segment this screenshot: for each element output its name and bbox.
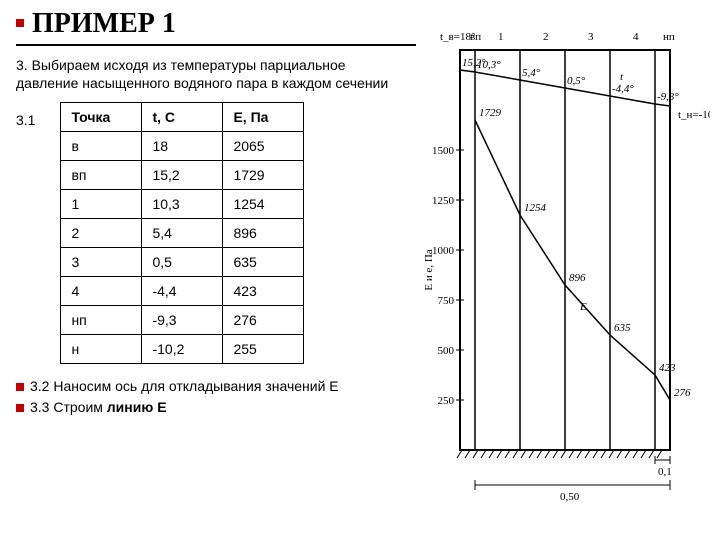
table-cell: -9,3: [142, 306, 223, 335]
table-cell: 2: [61, 219, 142, 248]
table-cell: нп: [61, 306, 142, 335]
svg-text:276: 276: [674, 387, 691, 399]
table-cell: в: [61, 132, 142, 161]
table-cell: 0,5: [142, 248, 223, 277]
table-cell: 4: [61, 277, 142, 306]
svg-text:1: 1: [498, 31, 504, 43]
table-cell: -4,4: [142, 277, 223, 306]
bottom-dimensions: 0,1 0,50: [457, 450, 672, 503]
table-cell: 5,4: [142, 219, 223, 248]
table-cell: 18: [142, 132, 223, 161]
table-cell: 635: [223, 248, 304, 277]
tn-label: t_н=-10,2°: [678, 109, 710, 121]
np-label: нп: [663, 31, 675, 43]
table-row: вп15,21729: [61, 161, 304, 190]
subsection-label: 3.1: [16, 102, 56, 128]
table-cell: -10,2: [142, 335, 223, 364]
svg-text:-9,3°: -9,3°: [657, 91, 679, 103]
table-header-row: Точка t, C Е, Па: [61, 103, 304, 132]
svg-text:1000: 1000: [432, 245, 455, 257]
table-cell: 10,3: [142, 190, 223, 219]
t-curve-label: t: [620, 71, 624, 83]
svg-text:2: 2: [543, 31, 549, 43]
svg-text:250: 250: [438, 395, 455, 407]
table-cell: 423: [223, 277, 304, 306]
svg-text:1250: 1250: [432, 195, 455, 207]
table-header: Точка: [61, 103, 142, 132]
table-row: нп-9,3276: [61, 306, 304, 335]
svg-text:1254: 1254: [524, 202, 547, 214]
table-row: н-10,2255: [61, 335, 304, 364]
title-container: ПРИМЕР 1: [16, 8, 416, 46]
intro-text: 3. Выбираем исходя из температуры парциа…: [16, 56, 396, 92]
table-row: 110,31254: [61, 190, 304, 219]
table-row: в182065: [61, 132, 304, 161]
table-cell: н: [61, 335, 142, 364]
table-cell: 2065: [223, 132, 304, 161]
bullet-icon: [16, 404, 24, 412]
svg-text:500: 500: [438, 345, 455, 357]
data-table: Точка t, C Е, Па в182065вп15,21729110,31…: [60, 102, 304, 364]
svg-text:10,3°: 10,3°: [477, 59, 501, 71]
table-header: Е, Па: [223, 103, 304, 132]
table-header: t, C: [142, 103, 223, 132]
temperature-labels: 15,2°10,3°5,4°0,5°-4,4°-9,3°: [462, 57, 679, 103]
svg-text:896: 896: [569, 272, 586, 284]
table-cell: 1: [61, 190, 142, 219]
table-cell: 15,2: [142, 161, 223, 190]
table-cell: 255: [223, 335, 304, 364]
footer-text-2: 3.3 Строим линию Е: [30, 399, 167, 415]
table-cell: вп: [61, 161, 142, 190]
vp-label: вп: [470, 31, 481, 43]
svg-text:423: 423: [659, 362, 676, 374]
footer-text-1: 3.2 Наносим ось для откладывания значени…: [30, 378, 339, 394]
table-cell: 1254: [223, 190, 304, 219]
dim-050: 0,50: [560, 491, 580, 503]
table-cell: 3: [61, 248, 142, 277]
svg-text:635: 635: [614, 322, 631, 334]
svg-text:-4,4°: -4,4°: [612, 83, 634, 95]
table-cell: 276: [223, 306, 304, 335]
title-text: ПРИМЕР 1: [32, 8, 176, 39]
svg-text:5,4°: 5,4°: [522, 67, 541, 79]
layer-number-labels: 1 2 3 4: [498, 31, 639, 43]
dim-01: 0,1: [658, 466, 672, 478]
svg-text:1500: 1500: [432, 145, 455, 157]
pressure-chart: 250500750100012501500 Е и е, Па t_в=18° …: [420, 10, 710, 520]
svg-text:750: 750: [438, 295, 455, 307]
svg-text:4: 4: [633, 31, 639, 43]
table-row: 4-4,4423: [61, 277, 304, 306]
svg-text:3: 3: [588, 31, 594, 43]
table-cell: 1729: [223, 161, 304, 190]
svg-text:1729: 1729: [479, 107, 502, 119]
table-row: 30,5635: [61, 248, 304, 277]
hatch-pattern: [457, 450, 662, 458]
title-bullet-icon: [16, 19, 24, 27]
bullet-icon: [16, 383, 24, 391]
E-curve: [475, 120, 670, 400]
y-axis-label: Е и е, Па: [423, 249, 435, 290]
E-value-labels: 1729 1254 896 635 423 276: [479, 107, 691, 399]
table-cell: 896: [223, 219, 304, 248]
table-row: 25,4896: [61, 219, 304, 248]
page-title: ПРИМЕР 1: [16, 8, 416, 40]
svg-text:0,5°: 0,5°: [567, 75, 586, 87]
